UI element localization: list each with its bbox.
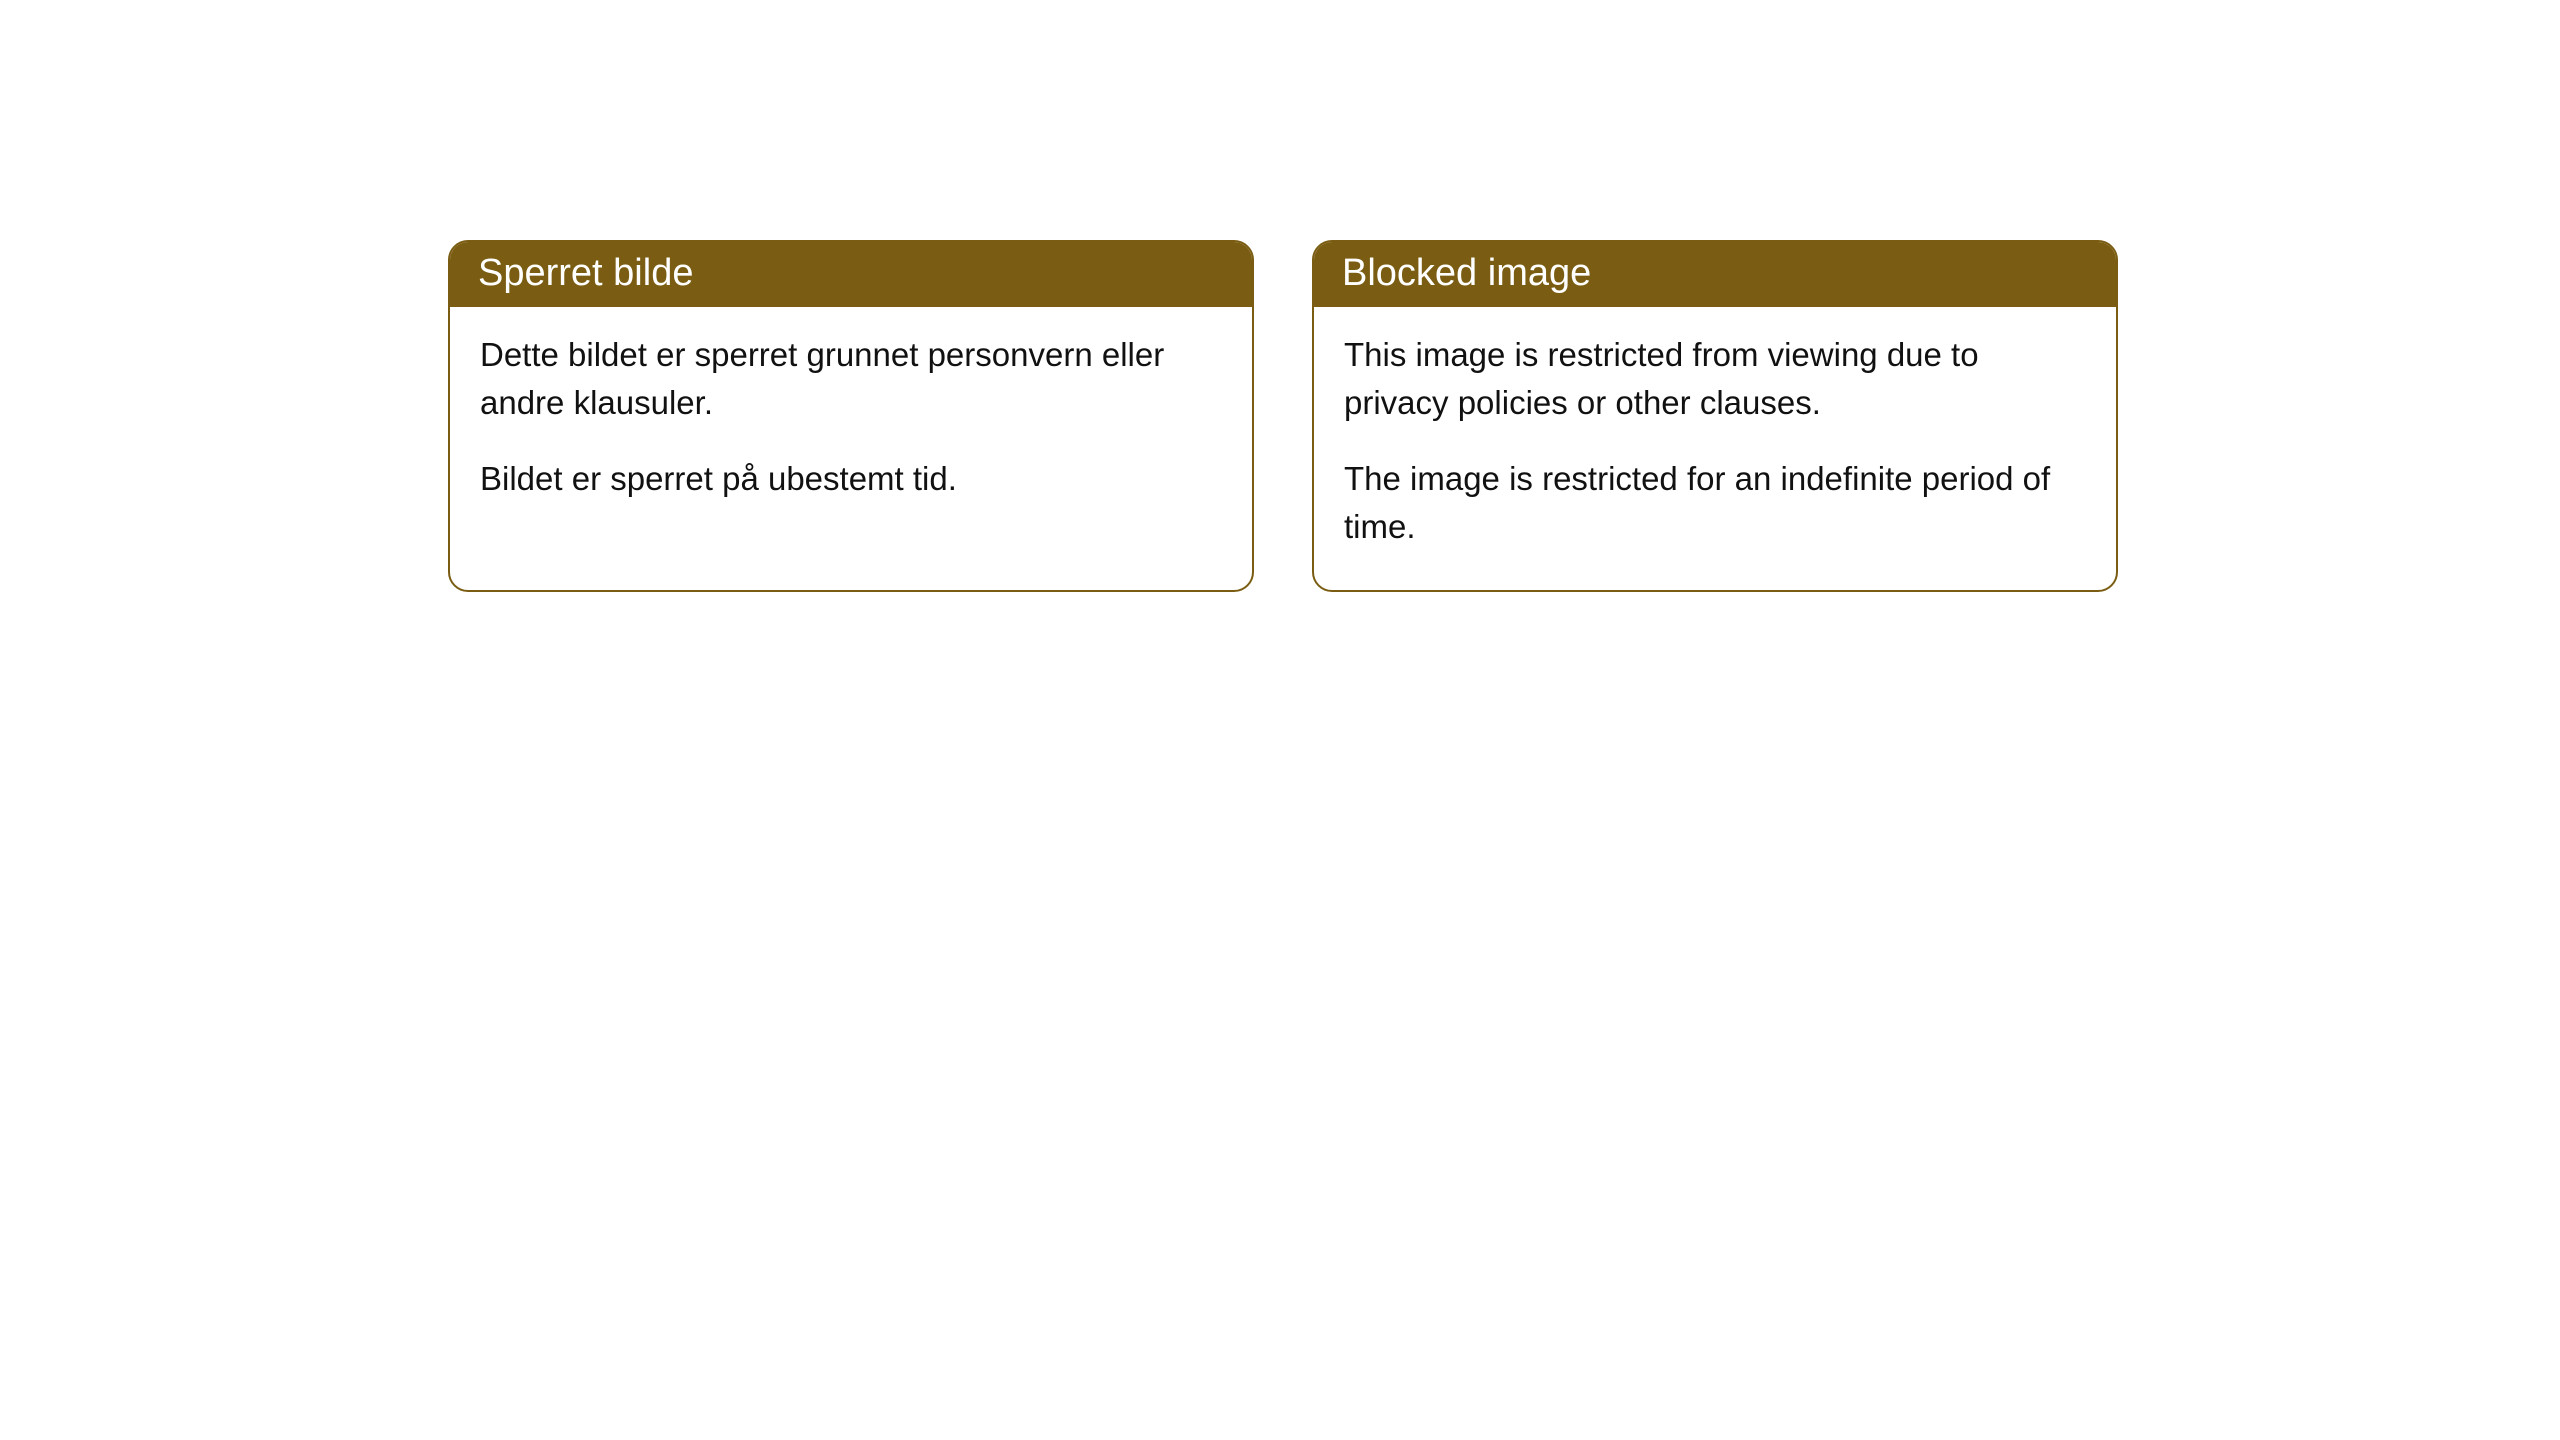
card-title-english: Blocked image xyxy=(1342,252,1591,294)
card-body-norwegian: Dette bildet er sperret grunnet personve… xyxy=(450,307,1252,543)
card-paragraph-2-english: The image is restricted for an indefinit… xyxy=(1344,455,2086,551)
card-title-norwegian: Sperret bilde xyxy=(478,252,693,294)
notice-card-norwegian: Sperret bilde Dette bildet er sperret gr… xyxy=(448,240,1254,592)
card-paragraph-1-english: This image is restricted from viewing du… xyxy=(1344,331,2086,427)
card-header-english: Blocked image xyxy=(1314,242,2116,307)
card-paragraph-2-norwegian: Bildet er sperret på ubestemt tid. xyxy=(480,455,1222,503)
card-header-norwegian: Sperret bilde xyxy=(450,242,1252,307)
notice-cards-container: Sperret bilde Dette bildet er sperret gr… xyxy=(448,240,2118,592)
notice-card-english: Blocked image This image is restricted f… xyxy=(1312,240,2118,592)
card-paragraph-1-norwegian: Dette bildet er sperret grunnet personve… xyxy=(480,331,1222,427)
card-body-english: This image is restricted from viewing du… xyxy=(1314,307,2116,590)
